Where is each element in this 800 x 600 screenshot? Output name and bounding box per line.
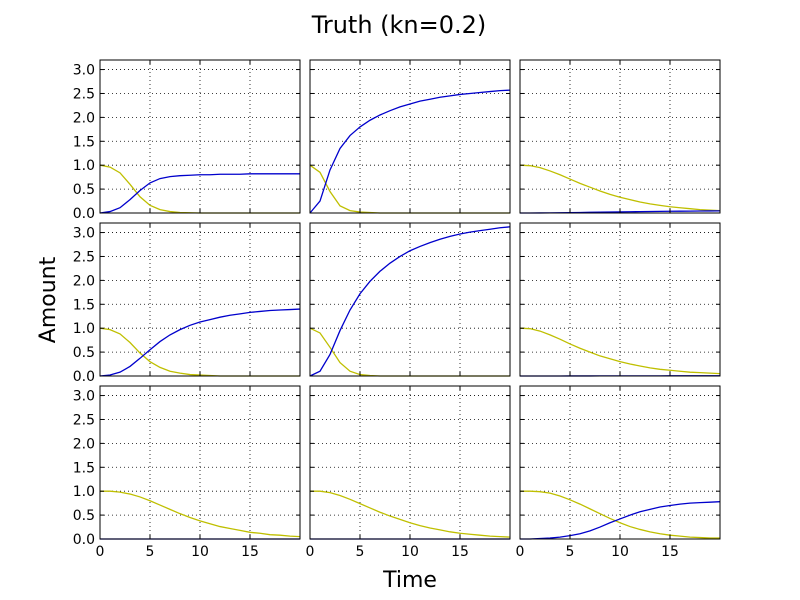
series-line-1 (309, 89, 511, 214)
series-line-0 (519, 164, 721, 212)
y-tick-label: 0.5 (73, 508, 95, 524)
subplot-r1-c0: 0.0 0.5 1.0 1.5 2.0 2.5 3.0 (73, 222, 301, 385)
y-tick-label: 0.0 (73, 206, 95, 222)
subplot-r2-c1: 0 5 10 15 (306, 385, 511, 560)
axes-frame (309, 222, 511, 377)
x-tick-label: 10 (611, 544, 629, 560)
x-tick-label: 10 (191, 544, 209, 560)
x-tick-label: 5 (146, 544, 155, 560)
y-tick-label: 1.5 (73, 460, 95, 476)
y-tick-label: 3.0 (73, 63, 95, 79)
axes-frame (99, 59, 301, 214)
axes-frame (99, 222, 301, 377)
x-tick-label: 10 (401, 544, 419, 560)
axes-frame (519, 385, 721, 540)
y-tick-label: 0.0 (73, 369, 95, 385)
subplot-r0-c0: 0.0 0.5 1.0 1.5 2.0 2.5 3.0 (73, 59, 301, 222)
y-tick-label: 1.0 (73, 321, 95, 337)
y-tick-label: 2.0 (73, 436, 95, 452)
y-tick-label: 3.0 (73, 226, 95, 242)
series-line-1 (99, 308, 301, 377)
subplot-grid: 0.0 0.5 1.0 1.5 2.0 2.5 3.0 0.0 0.5 1.0 1.5 2.0 2.5 3… (73, 59, 721, 560)
y-tick-label: 0.5 (73, 345, 95, 361)
series-line-1 (520, 501, 721, 540)
x-tick-label: 5 (356, 544, 365, 560)
subplot-r2-c2: 0 5 10 15 (516, 385, 721, 560)
series-line-1 (99, 173, 300, 214)
y-tick-label: 0.0 (73, 532, 95, 548)
y-axis-label: Amount (36, 256, 61, 343)
series-line-0 (520, 490, 720, 539)
axes-frame (309, 385, 511, 540)
axes-frame (519, 222, 721, 377)
x-axis-label: Time (382, 568, 437, 593)
subplot-r1-c1 (309, 222, 511, 377)
series-line-1 (309, 226, 511, 377)
y-tick-label: 2.5 (73, 412, 95, 428)
y-tick-label: 2.5 (73, 86, 95, 102)
x-tick-label: 0 (516, 544, 525, 560)
y-tick-label: 2.0 (73, 273, 95, 289)
series-line-0 (310, 490, 511, 538)
y-tick-label: 1.5 (73, 297, 95, 313)
y-tick-label: 2.0 (73, 110, 95, 126)
subplot-r2-c0: 0.0 0.5 1.0 1.5 2.0 2.5 3.0 0 5 10 15 (73, 385, 301, 560)
x-tick-label: 0 (96, 544, 105, 560)
axes-frame (309, 59, 511, 214)
series-line-0 (100, 490, 301, 538)
subplot-r0-c1 (309, 59, 511, 214)
y-tick-label: 0.5 (73, 182, 95, 198)
x-tick-label: 15 (451, 544, 469, 560)
x-tick-label: 5 (566, 544, 575, 560)
y-tick-label: 1.5 (73, 134, 95, 150)
figure-title: Truth (kn=0.2) (311, 11, 487, 39)
subplot-r0-c2 (519, 59, 721, 214)
axes-frame (99, 385, 301, 540)
x-tick-label: 0 (306, 544, 315, 560)
subplot-r1-c2 (519, 222, 721, 377)
y-tick-label: 2.5 (73, 249, 95, 265)
series-line-0 (519, 327, 721, 375)
y-tick-label: 1.0 (73, 158, 95, 174)
x-tick-label: 15 (241, 544, 259, 560)
axes-frame (519, 59, 721, 214)
x-tick-label: 15 (661, 544, 679, 560)
y-tick-label: 3.0 (73, 389, 95, 405)
y-tick-label: 1.0 (73, 484, 95, 500)
